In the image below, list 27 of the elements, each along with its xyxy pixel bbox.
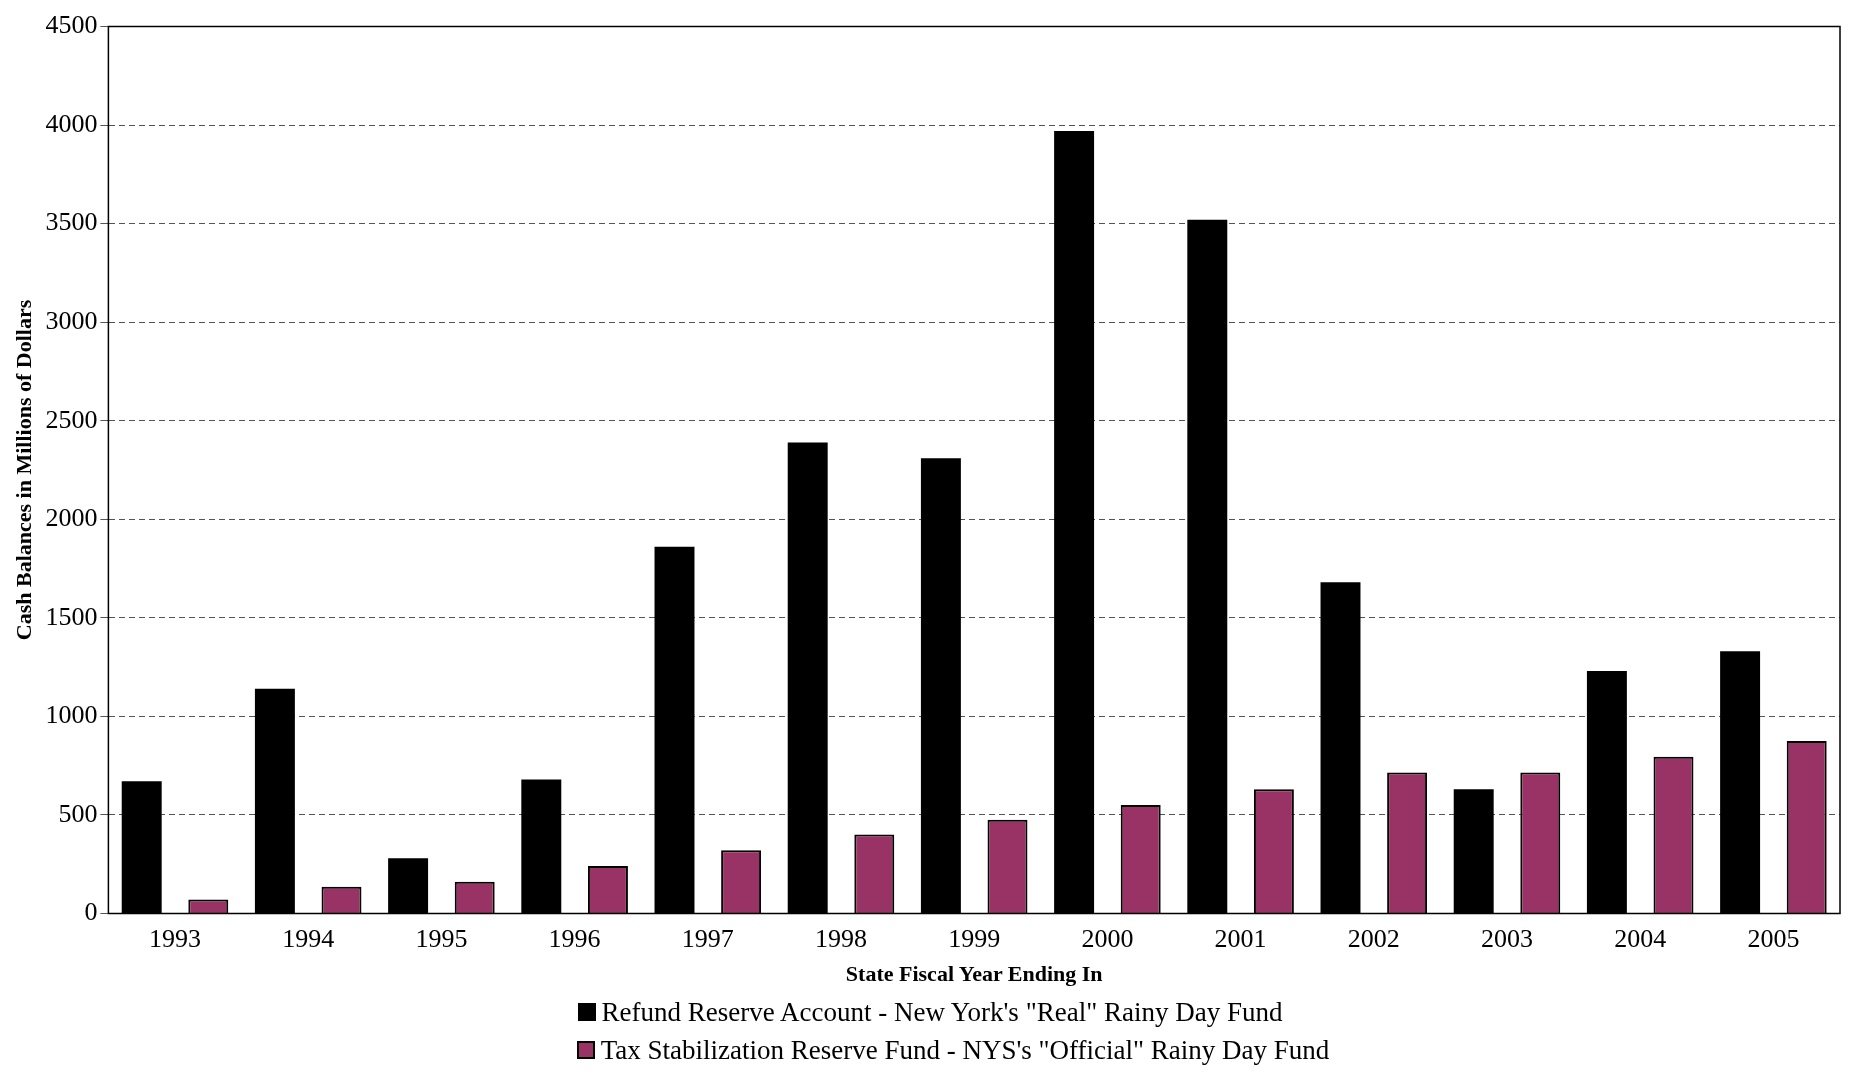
x-tick-label: 1999 bbox=[948, 923, 1001, 953]
legend-label: Refund Reserve Account - New York's "Real" Rainy Day Fund bbox=[601, 996, 1283, 1029]
x-tick-label: 2002 bbox=[1347, 923, 1400, 953]
x-tick-label: 2001 bbox=[1214, 923, 1267, 953]
y-tick-label: 3500 bbox=[45, 207, 98, 237]
x-tick-label: 1995 bbox=[415, 923, 468, 953]
y-tick-label: 2500 bbox=[45, 404, 98, 434]
y-axis-title: Cash Balances in Millions of Dollars bbox=[10, 299, 36, 641]
x-tick-label: 1994 bbox=[282, 923, 335, 953]
y-tick-label: 500 bbox=[58, 798, 98, 828]
y-tick-label: 4000 bbox=[45, 108, 98, 138]
y-tick-label: 2000 bbox=[45, 503, 98, 533]
y-tick-label: 0 bbox=[84, 897, 98, 927]
x-tick-label: 1998 bbox=[815, 923, 867, 953]
x-tick-label: 2004 bbox=[1614, 923, 1667, 953]
x-tick-label: 2000 bbox=[1081, 923, 1134, 953]
x-tick-label: 1993 bbox=[149, 923, 201, 953]
x-tick-label: 1997 bbox=[681, 923, 734, 953]
x-tick-label: 2005 bbox=[1747, 923, 1800, 953]
legend-label: Tax Stabilization Reserve Fund - NYS's "Official" Rainy Day Fund bbox=[600, 1034, 1330, 1067]
y-tick-label: 1000 bbox=[45, 700, 98, 730]
x-tick-label: 2003 bbox=[1481, 923, 1533, 953]
y-tick-label: 4500 bbox=[45, 10, 98, 40]
y-tick-label: 1500 bbox=[45, 601, 98, 631]
x-tick-label: 1996 bbox=[548, 923, 601, 953]
x-axis-title: State Fiscal Year Ending In bbox=[845, 961, 1103, 987]
y-tick-label: 3000 bbox=[45, 306, 98, 336]
